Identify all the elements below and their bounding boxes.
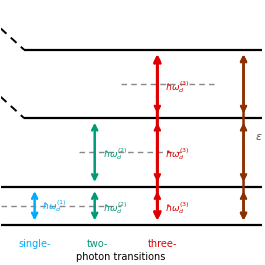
Text: photon transitions: photon transitions (76, 252, 166, 262)
Text: $\hbar\omega_d^{(3)}$: $\hbar\omega_d^{(3)}$ (165, 147, 190, 162)
Text: single-: single- (18, 239, 51, 249)
Text: $\hbar\omega_d^{(2)}$: $\hbar\omega_d^{(2)}$ (103, 147, 127, 162)
Text: $\varepsilon$: $\varepsilon$ (255, 132, 263, 142)
Text: $\hbar\omega_d^{(1)}$: $\hbar\omega_d^{(1)}$ (42, 198, 67, 214)
Text: two-: two- (87, 239, 108, 249)
Text: $\hbar\omega_d^{(3)}$: $\hbar\omega_d^{(3)}$ (165, 80, 190, 95)
Text: three-: three- (148, 239, 177, 249)
Text: $\hbar\omega_d^{(3)}$: $\hbar\omega_d^{(3)}$ (165, 200, 190, 216)
Text: $\hbar\omega_d^{(2)}$: $\hbar\omega_d^{(2)}$ (103, 200, 127, 216)
